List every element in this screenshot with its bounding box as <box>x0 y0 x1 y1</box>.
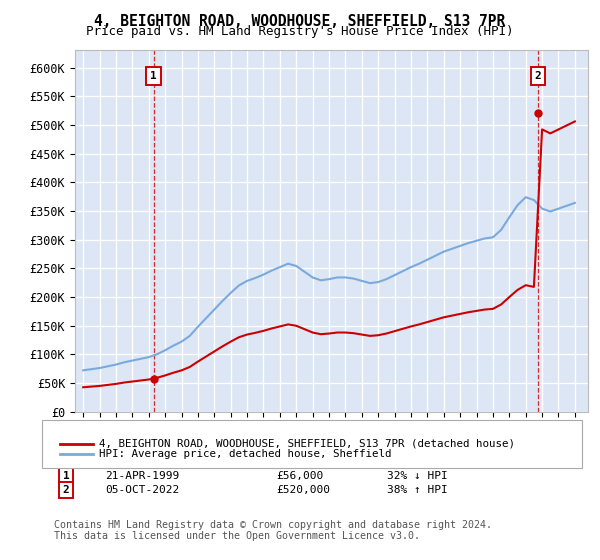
Text: 05-OCT-2022: 05-OCT-2022 <box>105 485 179 495</box>
Text: 21-APR-1999: 21-APR-1999 <box>105 471 179 481</box>
Text: £520,000: £520,000 <box>276 485 330 495</box>
Text: HPI: Average price, detached house, Sheffield: HPI: Average price, detached house, Shef… <box>99 449 392 459</box>
Text: Price paid vs. HM Land Registry's House Price Index (HPI): Price paid vs. HM Land Registry's House … <box>86 25 514 38</box>
Text: 1: 1 <box>62 471 70 481</box>
Text: 2: 2 <box>62 485 70 495</box>
Text: 2: 2 <box>535 71 541 81</box>
Text: £56,000: £56,000 <box>276 471 323 481</box>
Text: Contains HM Land Registry data © Crown copyright and database right 2024.
This d: Contains HM Land Registry data © Crown c… <box>54 520 492 542</box>
Text: 38% ↑ HPI: 38% ↑ HPI <box>387 485 448 495</box>
Text: 4, BEIGHTON ROAD, WOODHOUSE, SHEFFIELD, S13 7PR (detached house): 4, BEIGHTON ROAD, WOODHOUSE, SHEFFIELD, … <box>99 438 515 449</box>
Text: 4, BEIGHTON ROAD, WOODHOUSE, SHEFFIELD, S13 7PR: 4, BEIGHTON ROAD, WOODHOUSE, SHEFFIELD, … <box>94 14 506 29</box>
Text: 32% ↓ HPI: 32% ↓ HPI <box>387 471 448 481</box>
Text: 1: 1 <box>150 71 157 81</box>
